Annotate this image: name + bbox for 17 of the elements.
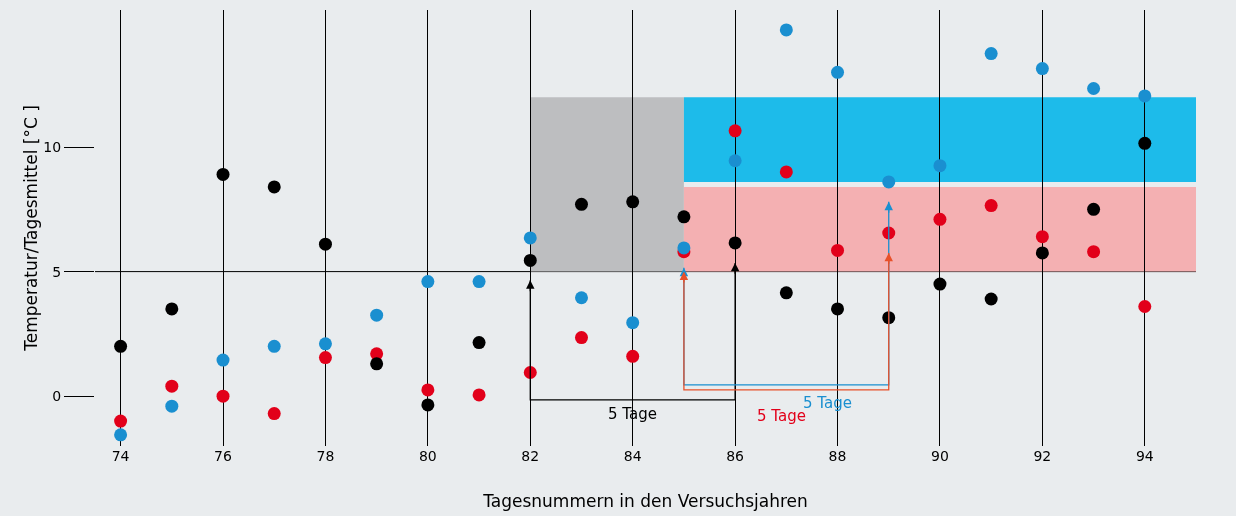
x-tick-label: 88: [828, 448, 847, 464]
x-tick-label: 84: [623, 448, 642, 464]
x-tick-label: 92: [1033, 448, 1052, 464]
x-tick-label: 86: [726, 448, 745, 464]
y-tick-label: 10: [43, 138, 62, 155]
annotation: 5 Tage: [757, 407, 806, 425]
y-tick-label: 0: [52, 388, 62, 405]
x-tick-label: 76: [214, 448, 233, 464]
x-tick-label: 74: [111, 448, 130, 464]
x-tick-label: 90: [931, 448, 949, 464]
x-tick-label: 94: [1135, 448, 1154, 464]
x-axis-title: Tagesnummern in den Versuchsjahren: [482, 491, 808, 511]
y-axis-title: Temperatur/Tagesmittel [°C ]: [21, 105, 42, 352]
y-tick-label: 5: [52, 263, 62, 280]
x-tick-label: 78: [316, 448, 335, 464]
x-tick-label: 80: [418, 448, 437, 464]
x-tick-label: 82: [521, 448, 540, 464]
